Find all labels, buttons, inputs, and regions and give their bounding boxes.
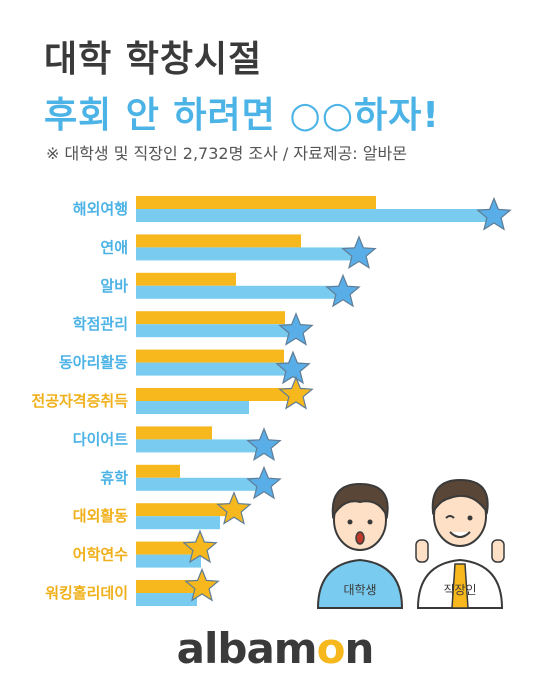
- albamon-logo: albamon: [176, 624, 375, 673]
- bar-대외활동-series-1: [136, 516, 220, 530]
- bar-대외활동-series-0: [136, 503, 232, 517]
- bar-다이어트-series-0: [136, 426, 212, 440]
- category-label-group: 해외여행연애알바학점관리동아리활동전공자격증취득다이어트휴학대외활동어학연수워킹…: [31, 200, 128, 602]
- category-label-어학연수: 어학연수: [73, 546, 128, 564]
- category-label-휴학: 휴학: [100, 469, 128, 487]
- student-label: 대학생: [343, 583, 376, 597]
- category-label-동아리활동: 동아리활동: [59, 354, 128, 372]
- student-figure: 대학생: [316, 482, 404, 609]
- category-label-전공자격증취득: 전공자격증취득: [31, 392, 128, 410]
- category-label-학점관리: 학점관리: [73, 315, 128, 333]
- bar-휴학-series-1: [136, 477, 262, 491]
- star-marker-group: [182, 196, 512, 602]
- bar-전공자격증취득-series-0: [136, 388, 294, 401]
- star-marker-학점관리: [278, 312, 314, 346]
- star-marker-전공자격증취득: [278, 375, 314, 410]
- bar-워킹홀리데이-series-1: [136, 593, 197, 606]
- survey-note: ※ 대학생 및 직장인 2,732명 조사 / 자료제공: 알바몬: [46, 144, 407, 163]
- category-label-해외여행: 해외여행: [73, 200, 128, 218]
- bar-학점관리-series-0: [136, 311, 285, 325]
- star-marker-동아리활동: [275, 350, 311, 385]
- star-marker-대외활동: [216, 491, 252, 525]
- bar-워킹홀리데이-series-0: [136, 580, 200, 593]
- star-marker-휴학: [246, 465, 282, 500]
- worker-label: 직장인: [443, 583, 476, 597]
- category-label-대외활동: 대외활동: [73, 507, 128, 525]
- bar-연애-series-1: [136, 247, 357, 261]
- bar-해외여행-series-0: [136, 196, 376, 209]
- bar-연애-series-0: [136, 234, 301, 248]
- bar-다이어트-series-1: [136, 439, 262, 453]
- star-marker-해외여행: [476, 196, 512, 231]
- category-label-연애: 연애: [100, 238, 128, 256]
- category-label-알바: 알바: [100, 277, 128, 295]
- bar-chart: 해외여행연애알바학점관리동아리활동전공자격증취득다이어트휴학대외활동어학연수워킹…: [31, 196, 512, 606]
- star-marker-다이어트: [246, 427, 282, 462]
- bar-알바-series-0: [136, 272, 236, 286]
- bar-어학연수-series-0: [136, 541, 198, 555]
- people-illustration: 대학생 직장인: [316, 478, 505, 609]
- page-headline: 후회 안 하려면 ○○하자!: [44, 95, 440, 136]
- category-label-다이어트: 다이어트: [73, 430, 128, 448]
- bar-어학연수-series-1: [136, 554, 201, 568]
- bar-group: [136, 196, 492, 606]
- bar-전공자격증취득-series-1: [136, 401, 249, 414]
- page-title: 대학 학창시절: [44, 39, 263, 80]
- star-marker-어학연수: [182, 529, 218, 564]
- bar-해외여행-series-1: [136, 209, 492, 222]
- worker-figure: 직장인: [415, 478, 505, 609]
- category-label-워킹홀리데이: 워킹홀리데이: [45, 584, 128, 602]
- bar-동아리활동-series-1: [136, 362, 291, 376]
- bar-휴학-series-0: [136, 464, 180, 478]
- star-marker-알바: [325, 273, 361, 308]
- bar-알바-series-1: [136, 285, 341, 299]
- bar-학점관리-series-1: [136, 324, 294, 338]
- bar-동아리활동-series-0: [136, 349, 284, 363]
- star-marker-연애: [341, 235, 377, 270]
- star-marker-워킹홀리데이: [184, 567, 220, 602]
